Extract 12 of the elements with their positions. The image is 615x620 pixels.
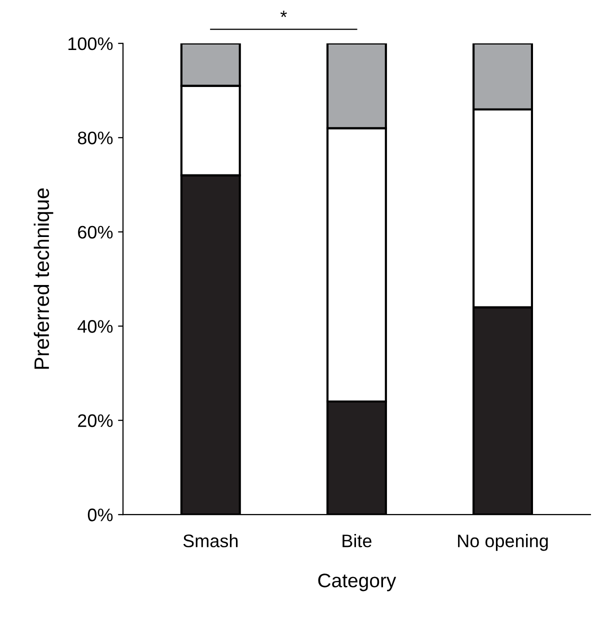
y-tick-label: 0%: [88, 508, 113, 522]
y-tick-label: 60%: [78, 226, 113, 239]
x-axis-title: Category: [318, 574, 396, 592]
y-tick-label: 100%: [68, 37, 113, 50]
y-tick-label: 80%: [78, 132, 113, 144]
text: *: [280, 10, 287, 18]
x-tick-label: Smash: [183, 534, 238, 548]
x-tick-label: Bite: [342, 534, 372, 548]
y-tick-label: 40%: [78, 320, 113, 333]
y-axis-title: Preferred technique: [34, 188, 54, 369]
x-tick-label: No opening: [458, 534, 548, 551]
y-tick-label: 20%: [78, 414, 113, 428]
